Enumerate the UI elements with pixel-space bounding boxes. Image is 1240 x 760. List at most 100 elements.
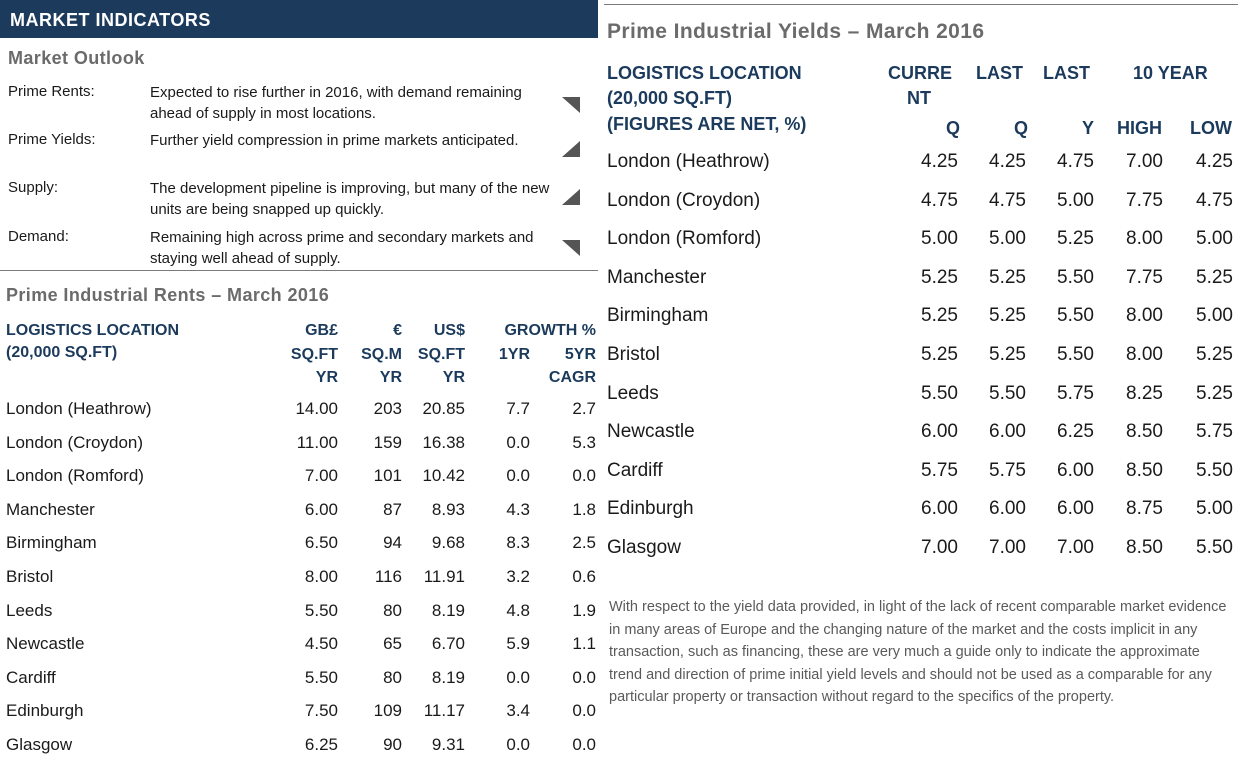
yields-title: Prime Industrial Yields – March 2016 [607,20,985,43]
rents-cell-gbp: 5.50 [304,600,338,620]
yields-cell-current: 5.25 [921,266,958,288]
rents-cell-eur: 94 [383,533,402,553]
outlook-label-prime-yields: Prime Yields: [8,131,96,148]
yields-cell-location: Edinburgh [607,498,694,520]
rents-header-usd-unit: SQ.FT [417,346,465,363]
yields-cell-last-y: 7.00 [1057,537,1094,558]
rents-cell-growth-5yr: 5.3 [572,432,596,452]
rents-cell-growth-5yr: 0.0 [572,466,596,486]
yields-header-current-q: Q [945,118,960,138]
rents-cell-growth-5yr: 0.0 [572,667,596,687]
rents-cell-growth-1yr: 8.3 [506,533,530,553]
yields-cell-high: 8.00 [1126,228,1163,250]
rents-cell-growth-5yr: 2.7 [572,399,596,418]
market-indicators-title: MARKET INDICATORS [10,10,211,30]
outlook-label-prime-rents: Prime Rents: [8,83,95,100]
rents-title: Prime Industrial Rents – March 2016 [6,285,330,305]
rents-header-usd-yr: YR [442,369,465,386]
yields-cell-last-y: 4.75 [1057,151,1094,172]
outlook-text-demand: Remaining high across prime and secondar… [150,229,534,267]
rents-cell-usd: 6.70 [431,634,465,654]
yields-cell-last-y: 5.75 [1057,382,1094,404]
yields-cell-last-q: 5.25 [989,344,1026,365]
yields-cell-high: 8.50 [1126,421,1163,443]
yields-cell-high: 8.50 [1126,537,1163,558]
rents-cell-growth-5yr: 1.8 [572,499,596,519]
yields-cell-current: 4.75 [921,189,958,211]
rents-cell-usd: 9.31 [431,735,465,754]
rents-cell-gbp: 4.50 [304,634,338,654]
yields-cell-high: 7.00 [1126,151,1163,172]
rents-cell-gbp: 6.00 [304,499,338,519]
yields-cell-low: 5.50 [1196,537,1233,558]
yields-header-last-y-2: Y [1081,118,1094,138]
yields-cell-last-q: 5.00 [989,228,1026,250]
rents-header-growth-cagr: CAGR [548,369,596,386]
trend-up-right-icon [562,189,580,205]
rents-cell-gbp: 6.25 [304,735,338,754]
rents-header-location: LOGISTICS LOCATION [6,322,180,339]
rents-cell-growth-1yr: 0.0 [506,432,530,452]
yields-cell-location: Bristol [607,344,660,365]
rents-cell-eur: 116 [374,567,402,586]
yields-cell-last-y: 6.25 [1057,421,1094,443]
yields-cell-last-q: 5.25 [989,305,1026,327]
yields-cell-last-q: 7.00 [989,537,1026,558]
section-divider [0,270,598,271]
rents-cell-growth-5yr: 0.0 [572,735,596,754]
yields-cell-high: 8.00 [1126,305,1163,327]
rents-cell-growth-1yr: 4.3 [506,499,530,519]
yields-cell-low: 5.25 [1196,266,1233,288]
rents-cell-growth-1yr: 4.8 [506,600,530,620]
yields-cell-low: 5.00 [1196,498,1233,520]
rents-cell-location: Glasgow [6,735,73,754]
rents-cell-gbp: 11.00 [296,432,338,452]
rents-cell-eur: 80 [383,667,402,687]
yields-header-location: LOGISTICS LOCATION [607,63,802,83]
yields-cell-last-q: 5.25 [989,266,1026,288]
rents-header-growth: GROWTH % [504,322,596,339]
yields-cell-low: 4.25 [1196,151,1233,172]
yields-cell-high: 8.50 [1126,459,1163,481]
rents-header-eur: € [393,322,402,339]
rents-cell-location: Leeds [6,600,53,620]
trend-up-right-icon [562,141,580,157]
rents-cell-gbp: 7.50 [304,701,338,721]
yields-cell-location: Glasgow [607,537,681,558]
yields-cell-high: 8.00 [1126,344,1163,365]
outlook-label-supply: Supply: [8,179,59,196]
rents-cell-eur: 87 [383,499,402,519]
rents-cell-growth-1yr: 0.0 [506,667,530,687]
yields-header-figures-note: (FIGURES ARE NET, %) [607,114,807,134]
rents-cell-usd: 8.93 [431,499,465,519]
yields-header-low: LOW [1190,118,1232,138]
rents-cell-gbp: 14.00 [295,399,338,418]
rents-cell-location: Edinburgh [6,701,84,721]
yields-cell-last-q: 5.75 [989,459,1026,481]
yields-cell-location: Cardiff [607,459,663,481]
rents-cell-growth-5yr: 0.0 [572,701,596,721]
rents-cell-eur: 90 [383,735,402,754]
yields-cell-last-q: 6.00 [989,421,1026,443]
rents-cell-growth-1yr: 3.4 [506,701,530,721]
rents-cell-eur: 109 [373,701,402,721]
yields-cell-last-y: 5.50 [1057,266,1094,288]
yields-cell-current: 5.25 [921,344,958,365]
yields-cell-current: 5.25 [921,305,958,327]
yields-header-current-2: NT [907,88,931,108]
rents-cell-eur: 80 [383,600,402,620]
rents-header-gbp-yr: YR [315,369,338,386]
yields-cell-high: 7.75 [1126,266,1163,288]
market-indicators-header-bar [0,0,598,38]
yields-cell-location: Manchester [607,266,707,288]
yields-cell-current: 4.25 [921,151,958,172]
trend-down-right-icon [562,240,580,256]
yields-disclaimer: With respect to the yield data provided,… [609,599,1227,705]
trend-down-right-icon [562,97,580,113]
rents-cell-gbp: 7.00 [304,466,338,486]
rents-header-gbp-unit: SQ.FT [290,346,338,363]
rents-cell-gbp: 8.00 [304,567,338,586]
yields-cell-low: 5.25 [1196,382,1233,404]
yields-cell-location: London (Croydon) [607,189,761,211]
yields-cell-last-q: 4.25 [989,151,1026,172]
